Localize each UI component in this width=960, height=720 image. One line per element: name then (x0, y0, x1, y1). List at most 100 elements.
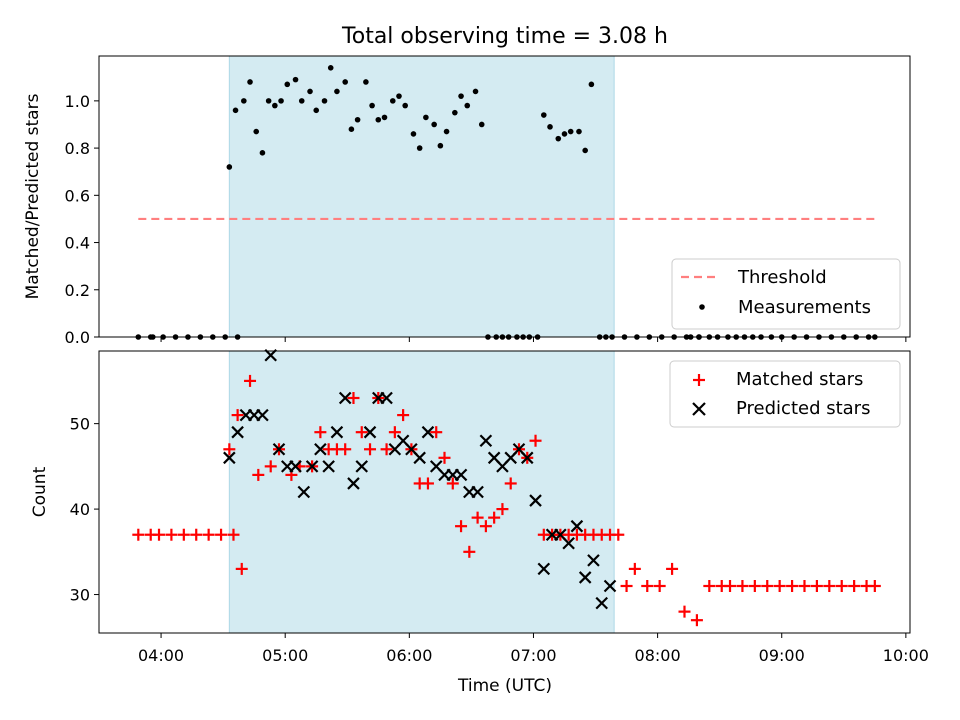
measurement-point (443, 128, 450, 135)
matched-star-marker (339, 443, 352, 456)
predicted-star-marker (529, 494, 542, 507)
matched-star-marker (463, 545, 476, 558)
matched-star-marker (471, 511, 484, 524)
legend-matched-label: Matched stars (736, 369, 863, 390)
measurement-point (416, 145, 423, 151)
predicted-star-marker (322, 460, 335, 473)
matched-star-marker (165, 528, 178, 541)
measurement-point (278, 98, 284, 104)
measurement-point (334, 88, 340, 95)
matched-star-marker (496, 503, 509, 516)
matched-star-marker (235, 562, 248, 575)
legend-predicted-swatch (692, 402, 706, 416)
top-y-tick-label: 0.0 (65, 328, 90, 347)
matched-star-marker (421, 477, 434, 490)
measurement-point (253, 128, 260, 135)
top-y-tick-label: 0.2 (65, 281, 90, 300)
measurement-point (472, 88, 479, 95)
matched-star-marker (202, 528, 215, 541)
measurement-point (232, 107, 239, 114)
measurement-point (437, 142, 444, 149)
measurement-point (307, 88, 313, 95)
top-panel: 0.0 0.2 0.4 0.6 0.8 1.0 Matched/Predicted sta… (23, 55, 911, 347)
bottom-axes-frame (98, 350, 911, 634)
measurement-point (272, 102, 278, 109)
predicted-stars-markers (223, 348, 617, 610)
predicted-star-marker (520, 451, 534, 465)
matched-star-marker (612, 528, 625, 541)
matched-star-marker (177, 528, 190, 541)
predicted-star-marker (305, 460, 319, 473)
matched-star-marker (786, 580, 799, 592)
matched-star-marker (479, 520, 492, 533)
measurement-point (423, 114, 429, 121)
matched-star-marker (690, 614, 703, 627)
matched-star-marker (823, 580, 836, 592)
matched-star-marker (703, 580, 716, 592)
measurement-point (259, 150, 266, 156)
matched-star-marker (264, 460, 277, 473)
top-y-tick-label: 0.8 (65, 139, 90, 158)
matched-star-marker (504, 477, 517, 490)
top-y-axis-label: Matched/Predicted stars (23, 93, 43, 299)
measurement-point (582, 147, 588, 154)
x-tick-label: 05:00 (262, 646, 308, 665)
x-tick-label: 09:00 (759, 646, 805, 665)
measurement-point (576, 128, 582, 135)
x-tick-label: 08:00 (635, 646, 681, 665)
matched-star-marker (773, 580, 786, 592)
predicted-star-marker (479, 434, 493, 448)
matched-star-marker (641, 580, 654, 592)
predicted-star-marker (272, 442, 286, 456)
measurement-point (458, 93, 464, 99)
predicted-star-marker (421, 425, 435, 439)
measurement-point (547, 124, 553, 130)
measurement-point (561, 131, 568, 137)
matched-star-marker (252, 468, 265, 481)
matched-star-marker (868, 580, 881, 592)
measurement-point (567, 128, 574, 135)
measurement-point (265, 98, 272, 104)
top-observing-window (228, 55, 615, 338)
legend-threshold-label: Threshold (737, 267, 827, 288)
measurement-point (464, 102, 471, 109)
bottom-y-ticks: 30 40 50 (70, 415, 99, 605)
measurement-point (381, 114, 388, 121)
matched-star-marker (347, 392, 360, 404)
predicted-star-marker (570, 519, 584, 533)
measurement-point (369, 102, 375, 109)
matched-star-marker (244, 374, 257, 387)
measurement-point (292, 76, 299, 83)
matched-star-marker (748, 580, 761, 592)
top-axes-frame (98, 55, 911, 338)
matched-star-marker (736, 580, 749, 592)
matched-star-marker (798, 580, 811, 592)
measurement-point (284, 81, 291, 88)
matched-star-marker (364, 443, 377, 456)
matched-star-marker (355, 426, 368, 439)
measurement-point (327, 65, 334, 71)
matched-star-marker (653, 580, 666, 592)
matched-star-marker (628, 562, 641, 575)
predicted-star-marker (355, 460, 369, 473)
measurement-point (298, 98, 305, 104)
x-tick-label: 07:00 (510, 646, 556, 665)
matched-star-marker (227, 528, 240, 541)
matched-star-marker (446, 477, 459, 490)
matched-star-marker (678, 605, 691, 618)
predicted-star-marker (338, 391, 352, 405)
predicted-star-marker (471, 485, 484, 499)
predicted-star-marker (264, 348, 277, 362)
matched-star-marker (529, 434, 542, 447)
bottom-y-tick-label: 50 (70, 415, 90, 434)
bottom-x-ticks: 04:00 05:00 06:00 07:00 08:00 09:00 10:00 (138, 633, 929, 665)
predicted-star-marker (223, 451, 236, 465)
matched-star-marker (430, 426, 443, 439)
matched-star-marker (223, 443, 236, 456)
measurement-point (410, 131, 417, 137)
matched-star-marker (835, 580, 848, 592)
top-y-tick-label: 1.0 (65, 92, 90, 111)
measurement-point (452, 109, 458, 116)
legend-matched-swatch (693, 374, 705, 386)
x-tick-label: 06:00 (386, 646, 432, 665)
